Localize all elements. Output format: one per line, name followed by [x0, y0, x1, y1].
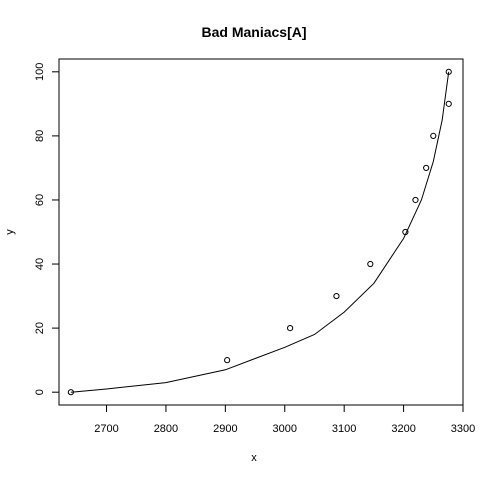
data-points [67, 68, 452, 396]
data-point [445, 68, 452, 75]
y-tick-label: 20 [34, 322, 46, 334]
y-tick-label: 40 [34, 258, 46, 270]
data-point [333, 292, 340, 300]
data-point [402, 228, 409, 236]
y-axis: 0 20 40 60 80 100 [34, 63, 60, 395]
x-axis-label: x [251, 452, 257, 464]
data-point [445, 100, 452, 107]
x-tick-label: 3100 [332, 423, 356, 435]
y-tick-label: 80 [34, 130, 46, 142]
data-point [224, 357, 231, 364]
y-axis-label: y [4, 229, 16, 235]
data-point [412, 196, 419, 204]
data-point [430, 132, 437, 139]
fit-curve [70, 71, 450, 393]
chart-title: Bad Maniacs[A] [201, 24, 306, 40]
data-point [287, 325, 294, 332]
data-point [367, 260, 374, 268]
x-tick-label: 2900 [213, 423, 237, 435]
x-tick-label: 3200 [391, 423, 415, 435]
x-axis: 2700 2800 2900 3000 3100 3200 3300 [94, 404, 475, 435]
data-point [423, 164, 430, 172]
x-tick-label: 3300 [451, 423, 475, 435]
x-tick-label: 2800 [154, 423, 178, 435]
y-tick-label: 0 [34, 389, 46, 395]
data-point [67, 389, 74, 396]
y-tick-label: 60 [34, 194, 46, 206]
x-tick-label: 3000 [273, 423, 297, 435]
x-tick-label: 2700 [94, 423, 118, 435]
y-tick-label: 100 [34, 63, 46, 81]
